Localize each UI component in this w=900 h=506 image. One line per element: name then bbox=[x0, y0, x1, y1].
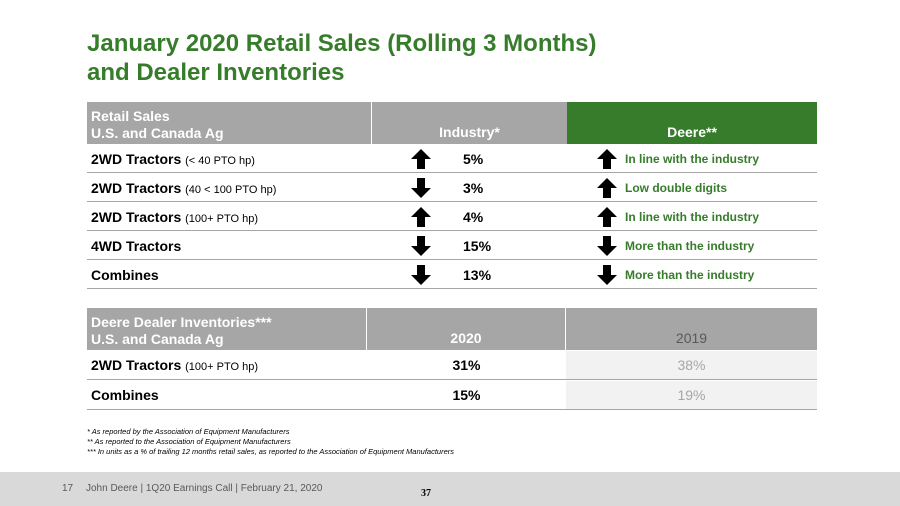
arrow-up-icon bbox=[595, 176, 619, 200]
inventory-header-line2: U.S. and Canada Ag bbox=[91, 331, 224, 347]
product-name: 2WD Tractors (100+ PTO hp) bbox=[87, 357, 367, 373]
industry-value: 5% bbox=[463, 150, 484, 167]
retail-row: 2WD Tractors (100+ PTO hp) 4% In line with… bbox=[87, 203, 817, 231]
value-2019: 38% bbox=[566, 351, 817, 379]
arrow-up-icon bbox=[595, 205, 619, 229]
arrow-up-icon bbox=[409, 147, 433, 171]
product-name: 2WD Tractors (40 < 100 PTO hp) bbox=[87, 180, 372, 196]
retail-header-line1: Retail Sales bbox=[91, 108, 170, 124]
arrow-down-icon bbox=[409, 176, 433, 200]
arrow-up-icon bbox=[409, 205, 433, 229]
inventory-header-label: Deere Dealer Inventories*** U.S. and Can… bbox=[87, 308, 367, 350]
value-2020: 15% bbox=[452, 387, 481, 403]
deere-value: More than the industry bbox=[625, 238, 755, 253]
year-2019-header: 2019 bbox=[675, 330, 708, 346]
inventory-header-row: Deere Dealer Inventories*** U.S. and Can… bbox=[87, 308, 817, 350]
product-label: 4WD Tractors bbox=[91, 237, 182, 254]
product-label: 2WD Tractors bbox=[91, 208, 182, 225]
title-line-1: January 2020 Retail Sales (Rolling 3 Mon… bbox=[87, 30, 597, 57]
deere-cell: In line with the industry bbox=[567, 147, 817, 171]
product-name: Combines bbox=[87, 387, 367, 403]
product-label: 2WD Tractors bbox=[91, 179, 182, 196]
deere-header: Deere** bbox=[567, 102, 817, 144]
product-label: 2WD Tractors bbox=[91, 150, 182, 167]
retail-row: 2WD Tractors (40 < 100 PTO hp) 3% Low doub… bbox=[87, 174, 817, 202]
product-detail: (100+ PTO hp) bbox=[185, 212, 259, 225]
deere-value: More than the industry bbox=[625, 267, 755, 282]
product-name: 2WD Tractors (< 40 PTO hp) bbox=[87, 151, 372, 167]
industry-cell: 4% bbox=[372, 205, 567, 229]
retail-header-row: Retail Sales U.S. and Canada Ag Industry… bbox=[87, 102, 817, 144]
value-2019: 19% bbox=[566, 381, 817, 409]
industry-header: Industry* bbox=[372, 102, 567, 144]
retail-row: 4WD Tractors 15% More than the industry bbox=[87, 232, 817, 260]
page-footer: 17 John Deere | 1Q20 Earnings Call | Feb… bbox=[0, 472, 900, 506]
industry-value: 15% bbox=[463, 237, 492, 254]
deere-cell: Low double digits bbox=[567, 176, 817, 200]
year-2020-header: 2020 bbox=[367, 308, 566, 350]
industry-cell: 15% bbox=[372, 234, 567, 258]
product-detail: (40 < 100 PTO hp) bbox=[185, 183, 277, 196]
footnote-3: *** In units as a % of trailing 12 month… bbox=[87, 447, 454, 456]
arrow-down-icon bbox=[409, 263, 433, 287]
deere-value: In line with the industry bbox=[625, 209, 760, 224]
industry-cell: 3% bbox=[372, 176, 567, 200]
retail-sales-table: Retail Sales U.S. and Canada Ag Industry… bbox=[87, 102, 817, 289]
retail-header-line2: U.S. and Canada Ag bbox=[91, 125, 224, 141]
footnotes: * As reported by the Association of Equi… bbox=[87, 427, 454, 457]
industry-cell: 13% bbox=[372, 263, 567, 287]
inventory-row: 2WD Tractors (100+ PTO hp) 31% 38% bbox=[87, 351, 817, 380]
industry-value: 4% bbox=[463, 208, 484, 225]
center-number: 37 bbox=[421, 488, 431, 499]
product-name: 2WD Tractors (100+ PTO hp) bbox=[87, 209, 372, 225]
product-label: Combines bbox=[91, 266, 159, 283]
arrow-down-icon bbox=[595, 263, 619, 287]
industry-value: 13% bbox=[463, 266, 492, 283]
industry-cell: 5% bbox=[372, 147, 567, 171]
dealer-inventory-table: Deere Dealer Inventories*** U.S. and Can… bbox=[87, 308, 817, 410]
product-detail: (< 40 PTO hp) bbox=[185, 154, 255, 167]
deere-cell: In line with the industry bbox=[567, 205, 817, 229]
page-title: January 2020 Retail Sales (Rolling 3 Mon… bbox=[87, 29, 596, 87]
deere-value: Low double digits bbox=[625, 180, 727, 195]
deere-value: In line with the industry bbox=[625, 151, 760, 166]
retail-row: Combines 13% More than the industry bbox=[87, 261, 817, 289]
product-name: 4WD Tractors bbox=[87, 238, 372, 254]
product-label: 2WD Tractors bbox=[91, 357, 182, 373]
retail-header-label: Retail Sales U.S. and Canada Ag bbox=[87, 102, 372, 144]
inventory-row: Combines 15% 19% bbox=[87, 381, 817, 410]
footnote-1: * As reported by the Association of Equi… bbox=[87, 427, 290, 436]
deere-cell: More than the industry bbox=[567, 234, 817, 258]
arrow-down-icon bbox=[409, 234, 433, 258]
footnote-2: ** As reported to the Association of Equ… bbox=[87, 437, 291, 446]
product-name: Combines bbox=[87, 267, 372, 283]
product-detail: (100+ PTO hp) bbox=[185, 361, 259, 373]
footer-text: John Deere | 1Q20 Earnings Call | Februa… bbox=[86, 483, 323, 494]
value-2020: 31% bbox=[452, 357, 481, 373]
inventory-rows: 2WD Tractors (100+ PTO hp) 31% 38% Combines… bbox=[87, 351, 817, 410]
retail-row: 2WD Tractors (< 40 PTO hp) 5% In line with… bbox=[87, 145, 817, 173]
inventory-header-line1: Deere Dealer Inventories*** bbox=[91, 314, 272, 330]
deere-cell: More than the industry bbox=[567, 263, 817, 287]
product-label: Combines bbox=[91, 387, 159, 403]
page-number: 17 bbox=[62, 483, 74, 494]
industry-value: 3% bbox=[463, 179, 484, 196]
retail-rows: 2WD Tractors (< 40 PTO hp) 5% In line with… bbox=[87, 145, 817, 289]
title-line-2: and Dealer Inventories bbox=[87, 59, 345, 86]
arrow-up-icon bbox=[595, 147, 619, 171]
arrow-down-icon bbox=[595, 234, 619, 258]
